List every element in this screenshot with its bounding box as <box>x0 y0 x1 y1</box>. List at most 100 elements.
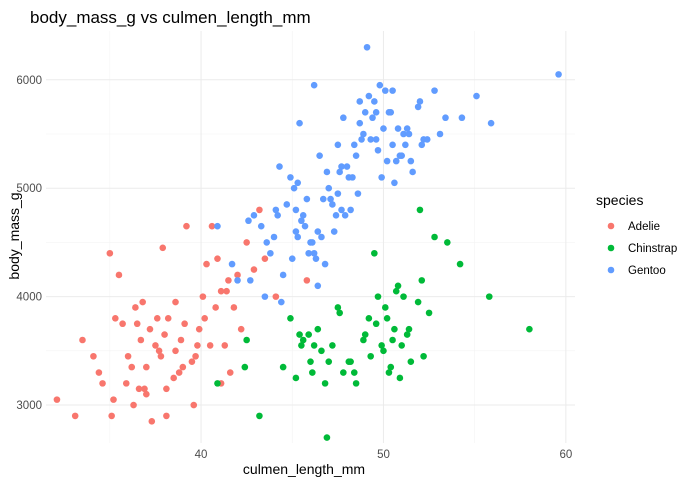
data-point-adelie <box>110 396 117 403</box>
data-point-gentoo <box>334 190 342 197</box>
data-point-adelie <box>71 412 79 420</box>
data-point-gentoo <box>365 92 373 100</box>
data-point-adelie <box>223 287 230 295</box>
data-points <box>53 43 562 441</box>
data-point-adelie <box>119 320 126 328</box>
data-point-chinstrap <box>323 434 331 441</box>
data-point-adelie <box>143 363 150 371</box>
data-point-adelie <box>108 412 115 420</box>
data-point-adelie <box>139 298 146 306</box>
data-point-adelie <box>163 412 170 420</box>
data-point-gentoo <box>274 212 281 219</box>
data-point-adelie <box>146 325 154 333</box>
data-point-chinstrap <box>485 293 493 300</box>
data-point-adelie <box>234 271 241 279</box>
data-point-chinstrap <box>385 369 393 376</box>
data-point-gentoo <box>330 228 338 235</box>
data-point-adelie <box>212 304 219 311</box>
data-point-adelie <box>226 369 234 376</box>
data-point-gentoo <box>228 260 236 268</box>
legend-key-adelie <box>607 222 615 230</box>
x-axis-ticks: 40 50 60 <box>195 449 573 461</box>
data-point-adelie <box>95 369 103 376</box>
data-point-chinstrap <box>380 347 387 355</box>
data-point-adelie <box>115 271 123 279</box>
data-point-adelie <box>272 293 280 300</box>
data-point-adelie <box>201 315 208 322</box>
data-point-chinstrap <box>371 249 378 257</box>
data-point-chinstrap <box>287 315 294 322</box>
data-point-gentoo <box>431 87 438 94</box>
legend-label-adelie: Adelie <box>628 221 660 233</box>
data-point-adelie <box>90 352 97 360</box>
data-point-gentoo <box>360 130 367 138</box>
data-point-gentoo <box>398 152 406 159</box>
data-point-gentoo <box>349 174 356 181</box>
data-point-gentoo <box>358 136 365 143</box>
data-point-adelie <box>261 255 269 262</box>
data-point-gentoo <box>299 212 307 219</box>
data-point-adelie <box>199 293 207 300</box>
data-point-chinstrap <box>352 380 360 387</box>
data-point-gentoo <box>267 249 274 257</box>
data-point-chinstrap <box>425 309 433 317</box>
data-point-gentoo <box>340 114 347 122</box>
y-tick-label: 4000 <box>16 292 42 304</box>
data-point-adelie <box>250 266 258 273</box>
data-point-gentoo <box>354 190 362 197</box>
data-point-chinstrap <box>214 380 221 387</box>
data-point-adelie <box>243 239 250 246</box>
y-tick-label: 5000 <box>16 183 42 195</box>
data-point-gentoo <box>400 130 407 138</box>
data-point-adelie <box>221 342 229 349</box>
data-point-gentoo <box>343 163 351 170</box>
data-point-gentoo <box>356 119 364 127</box>
data-point-gentoo <box>298 217 305 225</box>
data-point-gentoo <box>214 222 221 230</box>
data-point-adelie <box>157 352 165 360</box>
data-point-gentoo <box>369 114 376 122</box>
data-point-chinstrap <box>381 304 389 311</box>
data-point-gentoo <box>278 298 285 306</box>
data-point-adelie <box>148 418 156 425</box>
data-point-chinstrap <box>279 363 287 371</box>
data-point-gentoo <box>383 157 391 165</box>
data-point-chinstrap <box>418 277 426 284</box>
data-point-adelie <box>192 352 199 360</box>
data-point-adelie <box>188 358 196 365</box>
data-point-adelie <box>208 222 216 230</box>
data-point-chinstrap <box>256 412 263 420</box>
data-point-gentoo <box>367 136 374 143</box>
data-point-adelie <box>137 336 145 344</box>
data-point-adelie <box>112 315 119 322</box>
data-point-gentoo <box>402 141 409 149</box>
data-point-gentoo <box>473 92 480 100</box>
data-point-gentoo <box>338 163 345 170</box>
data-point-chinstrap <box>400 293 407 300</box>
data-point-adelie <box>179 363 187 371</box>
data-point-chinstrap <box>365 315 373 322</box>
data-point-gentoo <box>350 141 358 149</box>
data-point-chinstrap <box>391 325 398 333</box>
data-point-chinstrap <box>431 233 438 241</box>
data-point-gentoo <box>314 228 322 235</box>
data-point-adelie <box>303 277 311 284</box>
data-point-gentoo <box>391 179 398 187</box>
data-point-chinstrap <box>367 352 374 360</box>
data-point-adelie <box>135 385 143 393</box>
data-point-gentoo <box>334 141 342 149</box>
data-point-chinstrap <box>394 282 402 290</box>
y-tick-label: 3000 <box>16 400 42 412</box>
data-point-chinstrap <box>305 331 312 338</box>
data-point-chinstrap <box>310 342 318 349</box>
data-point-gentoo <box>245 217 252 225</box>
data-point-adelie <box>161 331 168 338</box>
data-point-adelie <box>159 244 167 252</box>
data-point-gentoo <box>329 201 336 208</box>
data-point-gentoo <box>372 136 380 143</box>
data-point-gentoo <box>287 174 294 181</box>
x-tick-label: 60 <box>559 449 572 461</box>
data-point-chinstrap <box>329 342 336 349</box>
data-point-gentoo <box>352 152 360 159</box>
